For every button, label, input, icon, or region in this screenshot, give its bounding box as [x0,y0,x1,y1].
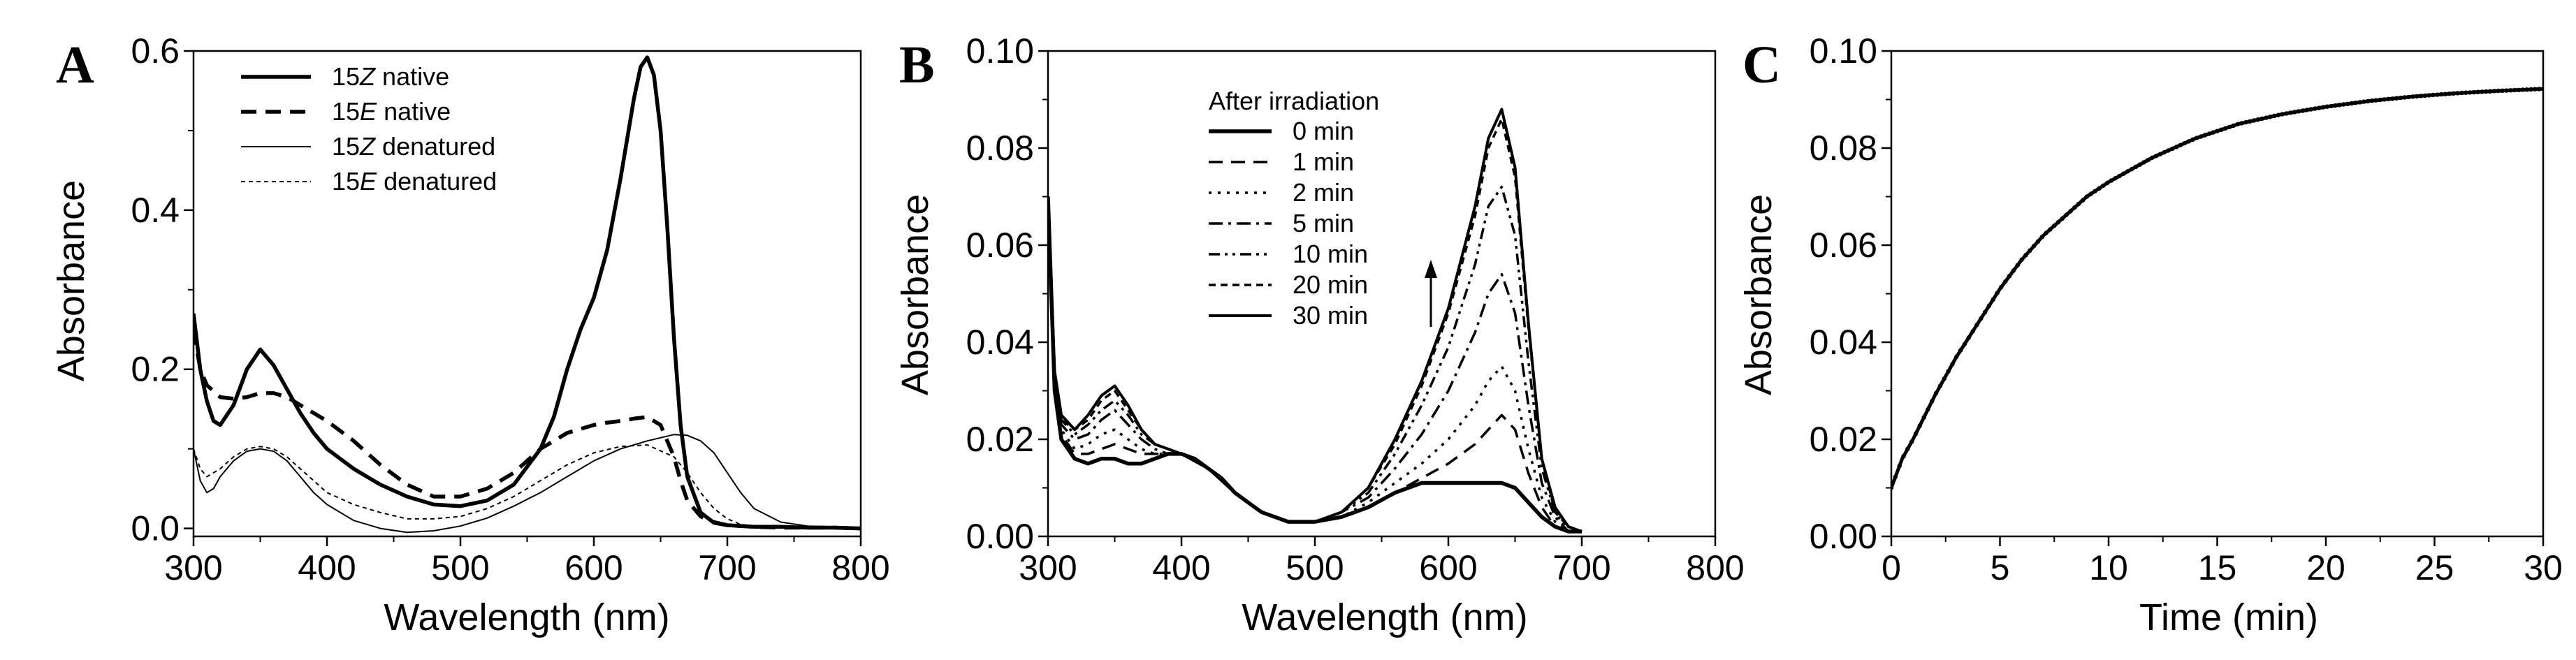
panel-b-legend-label-4: 10 min [1293,240,1368,268]
panel-b-series-line-2 [1048,196,1582,533]
panel-a-x-tick-label: 700 [698,548,756,587]
panel-a-series-line-2 [194,434,861,534]
panel-a-y-tick-label: 0.6 [131,31,180,71]
panel-a-y-axis-label: Absorbance [50,180,92,381]
panel-a-x-tick-label: 500 [431,548,489,587]
panel-b-y-tick-label: 0.04 [966,323,1034,362]
panel-b-legend-label-2: 2 min [1293,178,1354,207]
panel-a-legend-label-isomer: E [360,97,377,126]
panel-c-y-tick-label: 0.02 [1810,420,1877,459]
panel-a-legend-label-suffix: denatured [375,132,495,161]
panel-c-y-tick-label: 0.00 [1810,517,1877,556]
panel-a-y-tick-label: 0.0 [131,509,180,548]
panel-a-legend-label-1: 15E native [332,97,451,126]
panel-label-a: A [56,36,94,94]
panel-b-legend-label-0: 0 min [1293,117,1354,145]
panel-b-series-line-4 [1048,185,1582,533]
panel-b-x-tick-label: 400 [1152,548,1210,587]
panel-c-x-tick-label: 30 [2524,548,2563,587]
panel-a-legend-label-isomer: Z [359,62,376,91]
panel-c-x-tick-label: 25 [2415,548,2454,587]
panel-c-y-tick-label: 0.04 [1810,323,1877,362]
panel-a-y-tick-label: 0.2 [131,350,180,389]
panel-a-series-group [194,55,861,534]
panel-a-series-line-0 [194,55,861,531]
panel-b-y-tick-label: 0.02 [966,420,1034,459]
panel-a-legend-label-prefix: 15 [332,62,360,91]
panel-c-y-tick-label: 0.06 [1810,226,1877,265]
panel-a-x-tick-label: 600 [565,548,623,587]
panel-b-y-axis-label: Absorbance [894,194,936,395]
panel-a-legend-label-suffix: denatured [377,167,497,196]
panel-a-legend-label-2: 15Z denatured [332,132,495,161]
panel-b-plot-area: 300 400 500 600 700 800 0.00 0.02 0.04 0.06 0.08 0.… [966,31,1745,587]
panel-b-x-tick-label: 800 [1686,548,1744,587]
panel-a-x-tick-label: 400 [298,548,356,587]
panel-c-x-tick-label: 20 [2306,548,2345,587]
panel-b-legend-label-1: 1 min [1293,147,1354,176]
panel-c-x-tick-label: 0 [1882,548,1901,587]
panel-c-series-group [1891,87,2543,490]
panel-a-legend-label-suffix: native [375,62,449,91]
panel-b: B 300 400 500 600 700 800 0.00 0.02 0.04 0.06 0.08… [894,31,1745,638]
panel-a-legend-label-prefix: 15 [332,97,360,126]
panel-c-y-tick-label: 0.08 [1810,129,1877,168]
panel-b-x-tick-label: 500 [1286,548,1344,587]
panel-label-c: C [1742,36,1781,94]
panel-c-x-tick-label: 15 [2198,548,2237,587]
panel-b-legend-title: After irradiation [1209,87,1379,115]
panel-b-legend-label-6: 30 min [1293,301,1368,330]
panel-c: C 0 5 10 15 20 25 30 0.00 0.02 0.04 0.06 0.08 0.10 T… [1738,31,2563,638]
panel-c-frame [1890,50,2545,538]
panel-c-x-tick-label: 10 [2089,548,2128,587]
panel-c-y-tick-label: 0.10 [1810,31,1877,71]
panel-b-annotation-arrow-head [1425,260,1437,278]
panel-c-y-axis-label: Absorbance [1738,194,1780,395]
panel-a-x-axis-label: Wavelength (nm) [384,596,669,638]
panel-b-x-tick-label: 300 [1019,548,1077,587]
panel-a-x-tick-label: 800 [831,548,889,587]
panel-c-x-axis-label: Time (min) [2139,596,2318,638]
panel-a-x-tick-label: 300 [164,548,222,587]
panel-a-legend-label-prefix: 15 [332,132,360,161]
panel-b-y-tick-label: 0.08 [966,129,1034,168]
panel-c-x-tick-label: 5 [1991,548,2010,587]
panel-b-legend-label-3: 5 min [1293,209,1354,237]
panel-b-y-tick-label: 0.06 [966,226,1034,265]
panel-b-x-axis-label: Wavelength (nm) [1242,596,1527,638]
panel-a-legend-label-3: 15E denatured [332,167,497,196]
panel-label-b: B [899,36,935,94]
panel-a-legend-label-isomer: Z [359,132,376,161]
panel-a-legend-label-suffix: native [377,97,451,126]
panel-b-series-group [1048,108,1582,534]
panel-c-plot-area: 0 5 10 15 20 25 30 0.00 0.02 0.04 0.06 0.08 0.10 [1810,31,2563,587]
panel-a-legend-label-0: 15Z native [332,62,449,91]
panel-b-y-tick-label: 0.10 [966,31,1034,71]
panel-a-y-tick-label: 0.4 [131,191,180,230]
panel-c-series-markers [1891,87,2543,490]
panel-b-x-tick-label: 700 [1552,548,1610,587]
panel-a-legend-label-prefix: 15 [332,167,360,196]
panel-b-legend-label-5: 20 min [1293,270,1368,299]
panel-c-series-line [1891,87,2543,489]
panel-b-x-tick-label: 600 [1419,548,1477,587]
panel-a-series-line-1 [194,329,861,531]
panel-b-series-line-6 [1048,108,1582,533]
panel-b-y-tick-label: 0.00 [966,517,1034,556]
panel-a-series-line-3 [194,444,861,529]
panel-a-legend-label-isomer: E [360,167,377,196]
